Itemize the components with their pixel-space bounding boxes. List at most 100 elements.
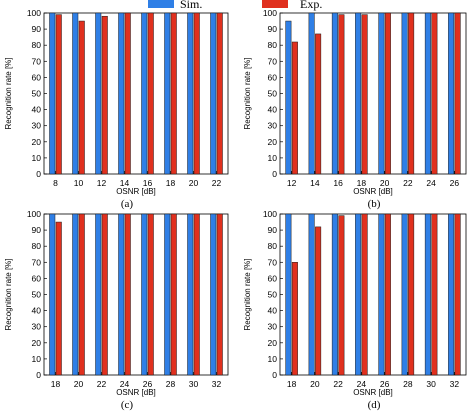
x-tick-label: 26	[143, 379, 153, 389]
y-tick-label: 20	[32, 338, 42, 348]
bar-exp	[193, 12, 200, 175]
y-tick-label: 30	[268, 322, 278, 332]
bar-sim	[308, 213, 315, 376]
bar-sim	[95, 12, 102, 175]
bar-exp	[315, 226, 322, 376]
y-tick-label: 10	[32, 153, 42, 163]
bar-sim	[448, 12, 455, 175]
panel-label: (b)	[368, 198, 381, 210]
y-axis-title: Recognition rate [%]	[243, 258, 252, 330]
bar-sim	[401, 12, 408, 175]
x-tick-label: 18	[357, 178, 367, 188]
x-tick-label: 22	[212, 178, 222, 188]
bar-sim	[308, 12, 315, 175]
y-tick-label: 40	[32, 105, 42, 115]
bar-exp	[291, 262, 298, 376]
bar-exp	[216, 12, 223, 175]
y-tick-label: 30	[32, 322, 42, 332]
x-tick-label: 24	[357, 379, 367, 389]
legend-label-sim: Sim.	[180, 0, 202, 11]
bar-exp	[101, 15, 108, 175]
bar-exp	[216, 213, 223, 376]
panel-label: (c)	[121, 399, 134, 411]
bar-exp	[78, 20, 85, 175]
bar-exp	[124, 213, 131, 376]
bar-sim	[355, 213, 362, 376]
bar-sim	[164, 12, 171, 175]
y-tick-label: 60	[268, 72, 278, 82]
y-tick-label: 60	[32, 273, 42, 283]
x-tick-label: 20	[189, 178, 199, 188]
y-tick-label: 100	[27, 209, 41, 219]
bar-exp	[338, 215, 345, 376]
y-tick-label: 0	[272, 169, 277, 179]
y-tick-label: 10	[268, 153, 278, 163]
y-tick-label: 100	[27, 8, 41, 18]
y-tick-label: 50	[268, 89, 278, 99]
y-tick-label: 50	[32, 89, 42, 99]
bar-sim	[401, 213, 408, 376]
y-tick-label: 60	[32, 72, 42, 82]
x-tick-label: 22	[97, 379, 107, 389]
y-tick-label: 40	[32, 306, 42, 316]
y-axis-title: Recognition rate [%]	[4, 258, 13, 330]
y-tick-label: 70	[268, 56, 278, 66]
plot-frame	[279, 213, 467, 376]
x-tick-label: 26	[450, 178, 460, 188]
bar-sim	[424, 12, 431, 175]
bar-sim	[448, 213, 455, 376]
panel-label: (a)	[121, 198, 134, 210]
bar-exp	[384, 213, 391, 376]
chart-panel-1: 0 10 20 30 40 50 60 70 80 90 100 8 10 12 14 16 18 20 22 OSN…	[4, 8, 229, 210]
bar-sim	[331, 213, 338, 376]
y-tick-label: 80	[32, 241, 42, 251]
y-tick-label: 90	[32, 225, 42, 235]
x-tick-label: 18	[287, 379, 297, 389]
x-axis-title: OSNR [dB]	[116, 187, 156, 196]
y-tick-label: 50	[32, 290, 42, 300]
x-axis-title: OSNR [dB]	[353, 388, 393, 397]
bar-sim	[285, 20, 292, 175]
bar-exp	[361, 14, 368, 175]
bar-sim	[49, 213, 56, 376]
y-tick-label: 70	[32, 257, 42, 267]
bar-sim	[378, 213, 385, 376]
x-tick-label: 30	[426, 379, 436, 389]
y-tick-label: 20	[32, 137, 42, 147]
x-tick-label: 20	[380, 178, 390, 188]
bar-sim	[355, 12, 362, 175]
bar-sim	[118, 213, 125, 376]
bar-exp	[170, 12, 177, 175]
bar-sim	[72, 213, 79, 376]
y-tick-label: 100	[263, 209, 277, 219]
y-axis-title: Recognition rate [%]	[4, 57, 13, 129]
y-tick-label: 10	[32, 354, 42, 364]
x-tick-label: 24	[120, 379, 130, 389]
bar-sim	[141, 12, 148, 175]
bar-exp	[408, 213, 415, 376]
y-tick-label: 10	[268, 354, 278, 364]
bar-sim	[141, 213, 148, 376]
chart-panel-3: 0 10 20 30 40 50 60 70 80 90 100 18 20 22 24 26 28 30 32 OS…	[4, 209, 229, 411]
x-tick-label: 18	[166, 178, 176, 188]
x-tick-label: 14	[120, 178, 130, 188]
y-tick-label: 100	[263, 8, 277, 18]
x-tick-label: 10	[74, 178, 84, 188]
bar-exp	[431, 12, 438, 175]
x-tick-label: 28	[166, 379, 176, 389]
y-tick-label: 80	[268, 241, 278, 251]
y-tick-label: 80	[32, 40, 42, 50]
y-tick-label: 90	[32, 24, 42, 34]
bar-sim	[424, 213, 431, 376]
bar-exp	[384, 12, 391, 175]
bar-exp	[361, 213, 368, 376]
y-tick-label: 40	[268, 306, 278, 316]
bar-sim	[187, 213, 194, 376]
y-tick-label: 0	[36, 370, 41, 380]
bar-sim	[378, 12, 385, 175]
bar-sim	[187, 12, 194, 175]
x-axis-title: OSNR [dB]	[116, 388, 156, 397]
bar-exp	[291, 41, 298, 175]
